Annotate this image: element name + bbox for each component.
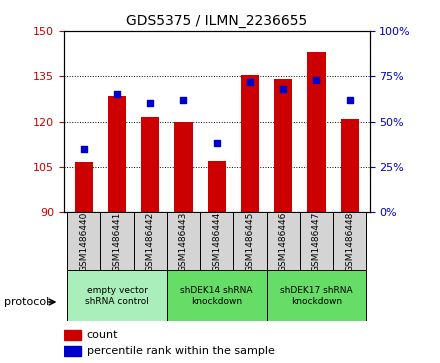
Title: GDS5375 / ILMN_2236655: GDS5375 / ILMN_2236655	[126, 15, 307, 28]
Bar	[174, 122, 193, 212]
Point	[180, 97, 187, 103]
Bar	[341, 119, 359, 212]
Bar	[167, 212, 200, 270]
Bar	[241, 75, 259, 212]
Text: GSM1486442: GSM1486442	[146, 211, 155, 272]
Bar	[141, 117, 159, 212]
Bar	[67, 212, 100, 270]
Text: GSM1486446: GSM1486446	[279, 211, 288, 272]
Point	[80, 146, 87, 152]
Bar	[300, 212, 333, 270]
Point	[114, 91, 121, 97]
Bar	[100, 212, 134, 270]
Text: GSM1486448: GSM1486448	[345, 211, 354, 272]
Text: GSM1486444: GSM1486444	[212, 211, 221, 272]
Text: shDEK14 shRNA
knockdown: shDEK14 shRNA knockdown	[180, 286, 253, 306]
Text: count: count	[87, 330, 118, 340]
Bar	[233, 212, 267, 270]
Point	[246, 79, 253, 85]
Bar	[333, 212, 366, 270]
Bar	[64, 330, 81, 340]
Point	[313, 77, 320, 83]
Point	[213, 140, 220, 146]
Text: percentile rank within the sample: percentile rank within the sample	[87, 346, 275, 356]
Text: shDEK17 shRNA
knockdown: shDEK17 shRNA knockdown	[280, 286, 353, 306]
Text: GSM1486440: GSM1486440	[79, 211, 88, 272]
Bar	[134, 212, 167, 270]
Bar	[208, 161, 226, 212]
Bar	[75, 163, 93, 212]
Bar	[267, 212, 300, 270]
Bar	[307, 52, 326, 212]
Bar	[274, 79, 292, 212]
Bar	[64, 346, 81, 356]
Bar	[67, 270, 167, 321]
Text: GSM1486447: GSM1486447	[312, 211, 321, 272]
Text: empty vector
shRNA control: empty vector shRNA control	[85, 286, 149, 306]
Bar	[200, 212, 233, 270]
Text: GSM1486441: GSM1486441	[113, 211, 121, 272]
Point	[147, 101, 154, 106]
Point	[280, 86, 287, 92]
Text: GSM1486445: GSM1486445	[246, 211, 254, 272]
Bar	[108, 96, 126, 212]
Bar	[267, 270, 366, 321]
Bar	[167, 270, 267, 321]
Text: protocol: protocol	[4, 297, 50, 307]
Point	[346, 97, 353, 103]
Text: GSM1486443: GSM1486443	[179, 211, 188, 272]
